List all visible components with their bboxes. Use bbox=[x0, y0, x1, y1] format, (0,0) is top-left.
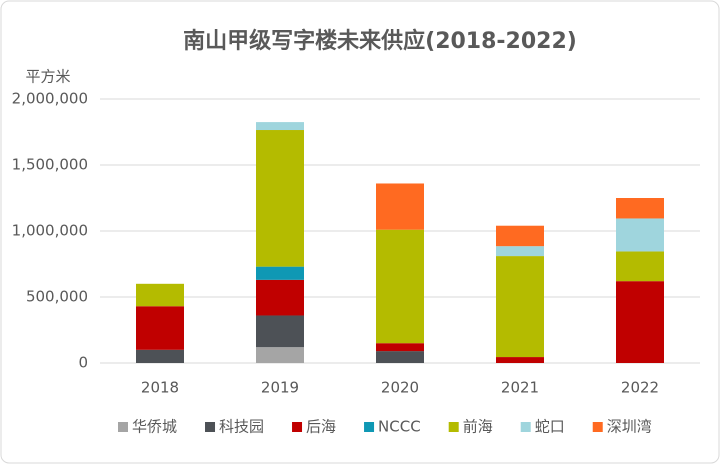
legend-swatch bbox=[292, 422, 303, 432]
y-tick-label: 1,500,000 bbox=[12, 156, 88, 174]
bar-segment bbox=[256, 130, 304, 267]
chart-title: 南山甲级写字楼未来供应(2018-2022) bbox=[183, 28, 577, 54]
legend-label: 科技园 bbox=[219, 418, 264, 436]
legend-swatch bbox=[205, 422, 216, 432]
bar-segment bbox=[136, 306, 184, 350]
legend-swatch bbox=[364, 422, 375, 432]
bar-segment bbox=[376, 183, 424, 230]
bar-segment bbox=[616, 251, 664, 282]
legend-label: 深圳湾 bbox=[607, 418, 652, 436]
x-tick-label: 2018 bbox=[141, 379, 179, 397]
bar-segment bbox=[256, 347, 304, 363]
bar-segment bbox=[496, 246, 544, 257]
bar-segment bbox=[376, 351, 424, 363]
bar-segment bbox=[136, 283, 184, 307]
legend-label: 蛇口 bbox=[535, 418, 565, 436]
legend-label: 前海 bbox=[463, 418, 493, 436]
x-tick-label: 2020 bbox=[381, 379, 419, 397]
legend-swatch bbox=[520, 422, 531, 432]
bar-segment bbox=[496, 225, 544, 247]
bar-segment bbox=[256, 266, 304, 280]
bar-segment bbox=[376, 229, 424, 344]
bar-segment bbox=[136, 349, 184, 363]
legend-swatch bbox=[592, 422, 603, 432]
legend-label: NCCC bbox=[378, 418, 421, 436]
x-tick-label: 2019 bbox=[261, 379, 299, 397]
y-tick-label: 0 bbox=[78, 354, 88, 372]
bar-segment bbox=[256, 315, 304, 348]
y-axis-label: 平方米 bbox=[25, 68, 70, 86]
bar-segment bbox=[376, 343, 424, 352]
legend-label: 华侨城 bbox=[132, 418, 177, 436]
y-tick-label: 2,000,000 bbox=[12, 90, 88, 108]
y-tick-label: 500,000 bbox=[26, 288, 88, 306]
bar-segment bbox=[496, 256, 544, 358]
legend-label: 后海 bbox=[306, 418, 336, 436]
y-tick-label: 1,000,000 bbox=[12, 222, 88, 240]
bar-segment bbox=[616, 281, 664, 363]
legend-swatch bbox=[118, 422, 128, 432]
x-tick-label: 2021 bbox=[501, 379, 539, 397]
bar-segment bbox=[256, 122, 304, 131]
bar-segment bbox=[616, 198, 664, 219]
bar-segment bbox=[256, 279, 304, 316]
x-tick-label: 2022 bbox=[621, 379, 659, 397]
bar-segment bbox=[496, 357, 544, 363]
bar-segment bbox=[616, 218, 664, 252]
legend-swatch bbox=[448, 422, 459, 432]
